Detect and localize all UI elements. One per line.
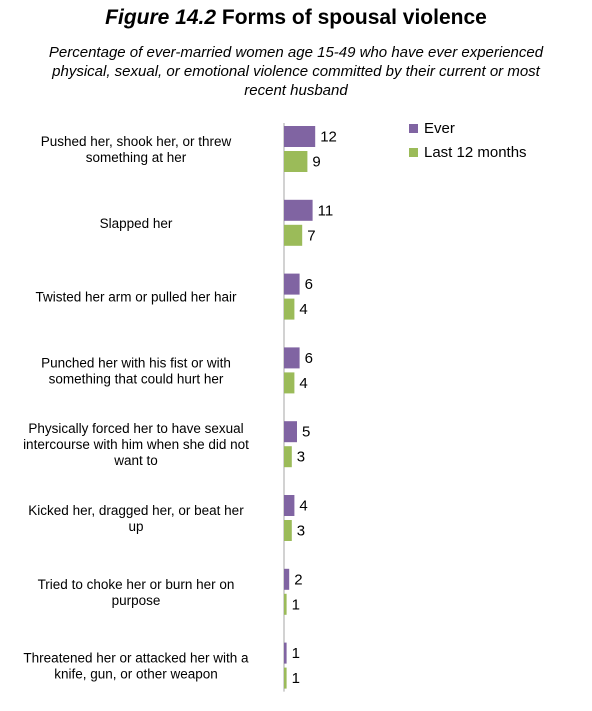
value-label-ever: 11 <box>318 202 334 219</box>
value-label-ever: 2 <box>294 571 302 588</box>
category-label: something at her <box>86 150 187 165</box>
bar-ever <box>284 273 300 295</box>
value-label-last-12-months: 3 <box>297 523 305 540</box>
category-label: want to <box>113 453 158 468</box>
bar-last-12-months <box>284 298 295 320</box>
bar-last-12-months <box>284 372 295 394</box>
bar-ever <box>284 568 290 590</box>
value-label-last-12-months: 7 <box>307 227 315 244</box>
value-label-ever: 6 <box>305 276 313 293</box>
category-label: knife, gun, or other weapon <box>54 667 218 682</box>
bar-ever <box>284 495 295 516</box>
category-label: Threatened her or attacked her with a <box>23 651 249 666</box>
category-label: something that could hurt her <box>49 371 224 386</box>
value-label-last-12-months: 3 <box>297 449 305 466</box>
category-label: Slapped her <box>100 216 173 231</box>
value-label-ever: 12 <box>320 129 337 146</box>
value-label-last-12-months: 4 <box>299 375 307 392</box>
legend-swatch-last-12-months <box>409 148 418 157</box>
legend-swatch-ever <box>409 124 418 133</box>
bar-ever <box>284 642 287 664</box>
category-label: purpose <box>112 593 161 608</box>
value-label-last-12-months: 1 <box>292 596 300 613</box>
bar-last-12-months <box>284 520 292 541</box>
bar-last-12-months <box>284 667 287 689</box>
bar-ever <box>284 199 313 221</box>
category-label: Pushed her, shook her, or threw <box>41 134 232 149</box>
bar-last-12-months <box>284 446 292 468</box>
value-label-ever: 1 <box>292 645 300 662</box>
chart-subtitle: Percentage of ever-married women age 15-… <box>48 44 544 99</box>
category-label: up <box>128 519 143 534</box>
bar-last-12-months <box>284 224 303 246</box>
legend-label-last-12-months: Last 12 months <box>424 144 527 161</box>
legend-label-ever: Ever <box>424 120 455 137</box>
value-label-ever: 5 <box>302 424 310 441</box>
bar-ever <box>284 421 297 443</box>
figure-title: Figure 14.2 Forms of spousal violence <box>0 6 592 30</box>
bar-ever <box>284 126 316 147</box>
category-label: Kicked her, dragged her, or beat her <box>28 503 244 518</box>
value-label-last-12-months: 1 <box>292 670 300 687</box>
category-label: Twisted her arm or pulled her hair <box>35 290 237 305</box>
category-label: Tried to choke her or burn her on <box>38 577 235 592</box>
category-label: Physically forced her to have sexual <box>28 421 243 436</box>
category-label: Punched her with his fist or with <box>41 355 231 370</box>
bar-last-12-months <box>284 593 287 615</box>
value-label-last-12-months: 9 <box>312 154 320 171</box>
category-label: intercourse with him when she did not <box>23 437 249 452</box>
value-label-ever: 4 <box>299 498 307 515</box>
bar-ever <box>284 347 300 369</box>
figure-number: Figure 14.2 <box>105 6 217 29</box>
value-label-ever: 6 <box>305 350 313 367</box>
bar-last-12-months <box>284 151 308 172</box>
figure-title-text: Forms of spousal violence <box>221 6 487 29</box>
value-label-last-12-months: 4 <box>299 301 307 318</box>
